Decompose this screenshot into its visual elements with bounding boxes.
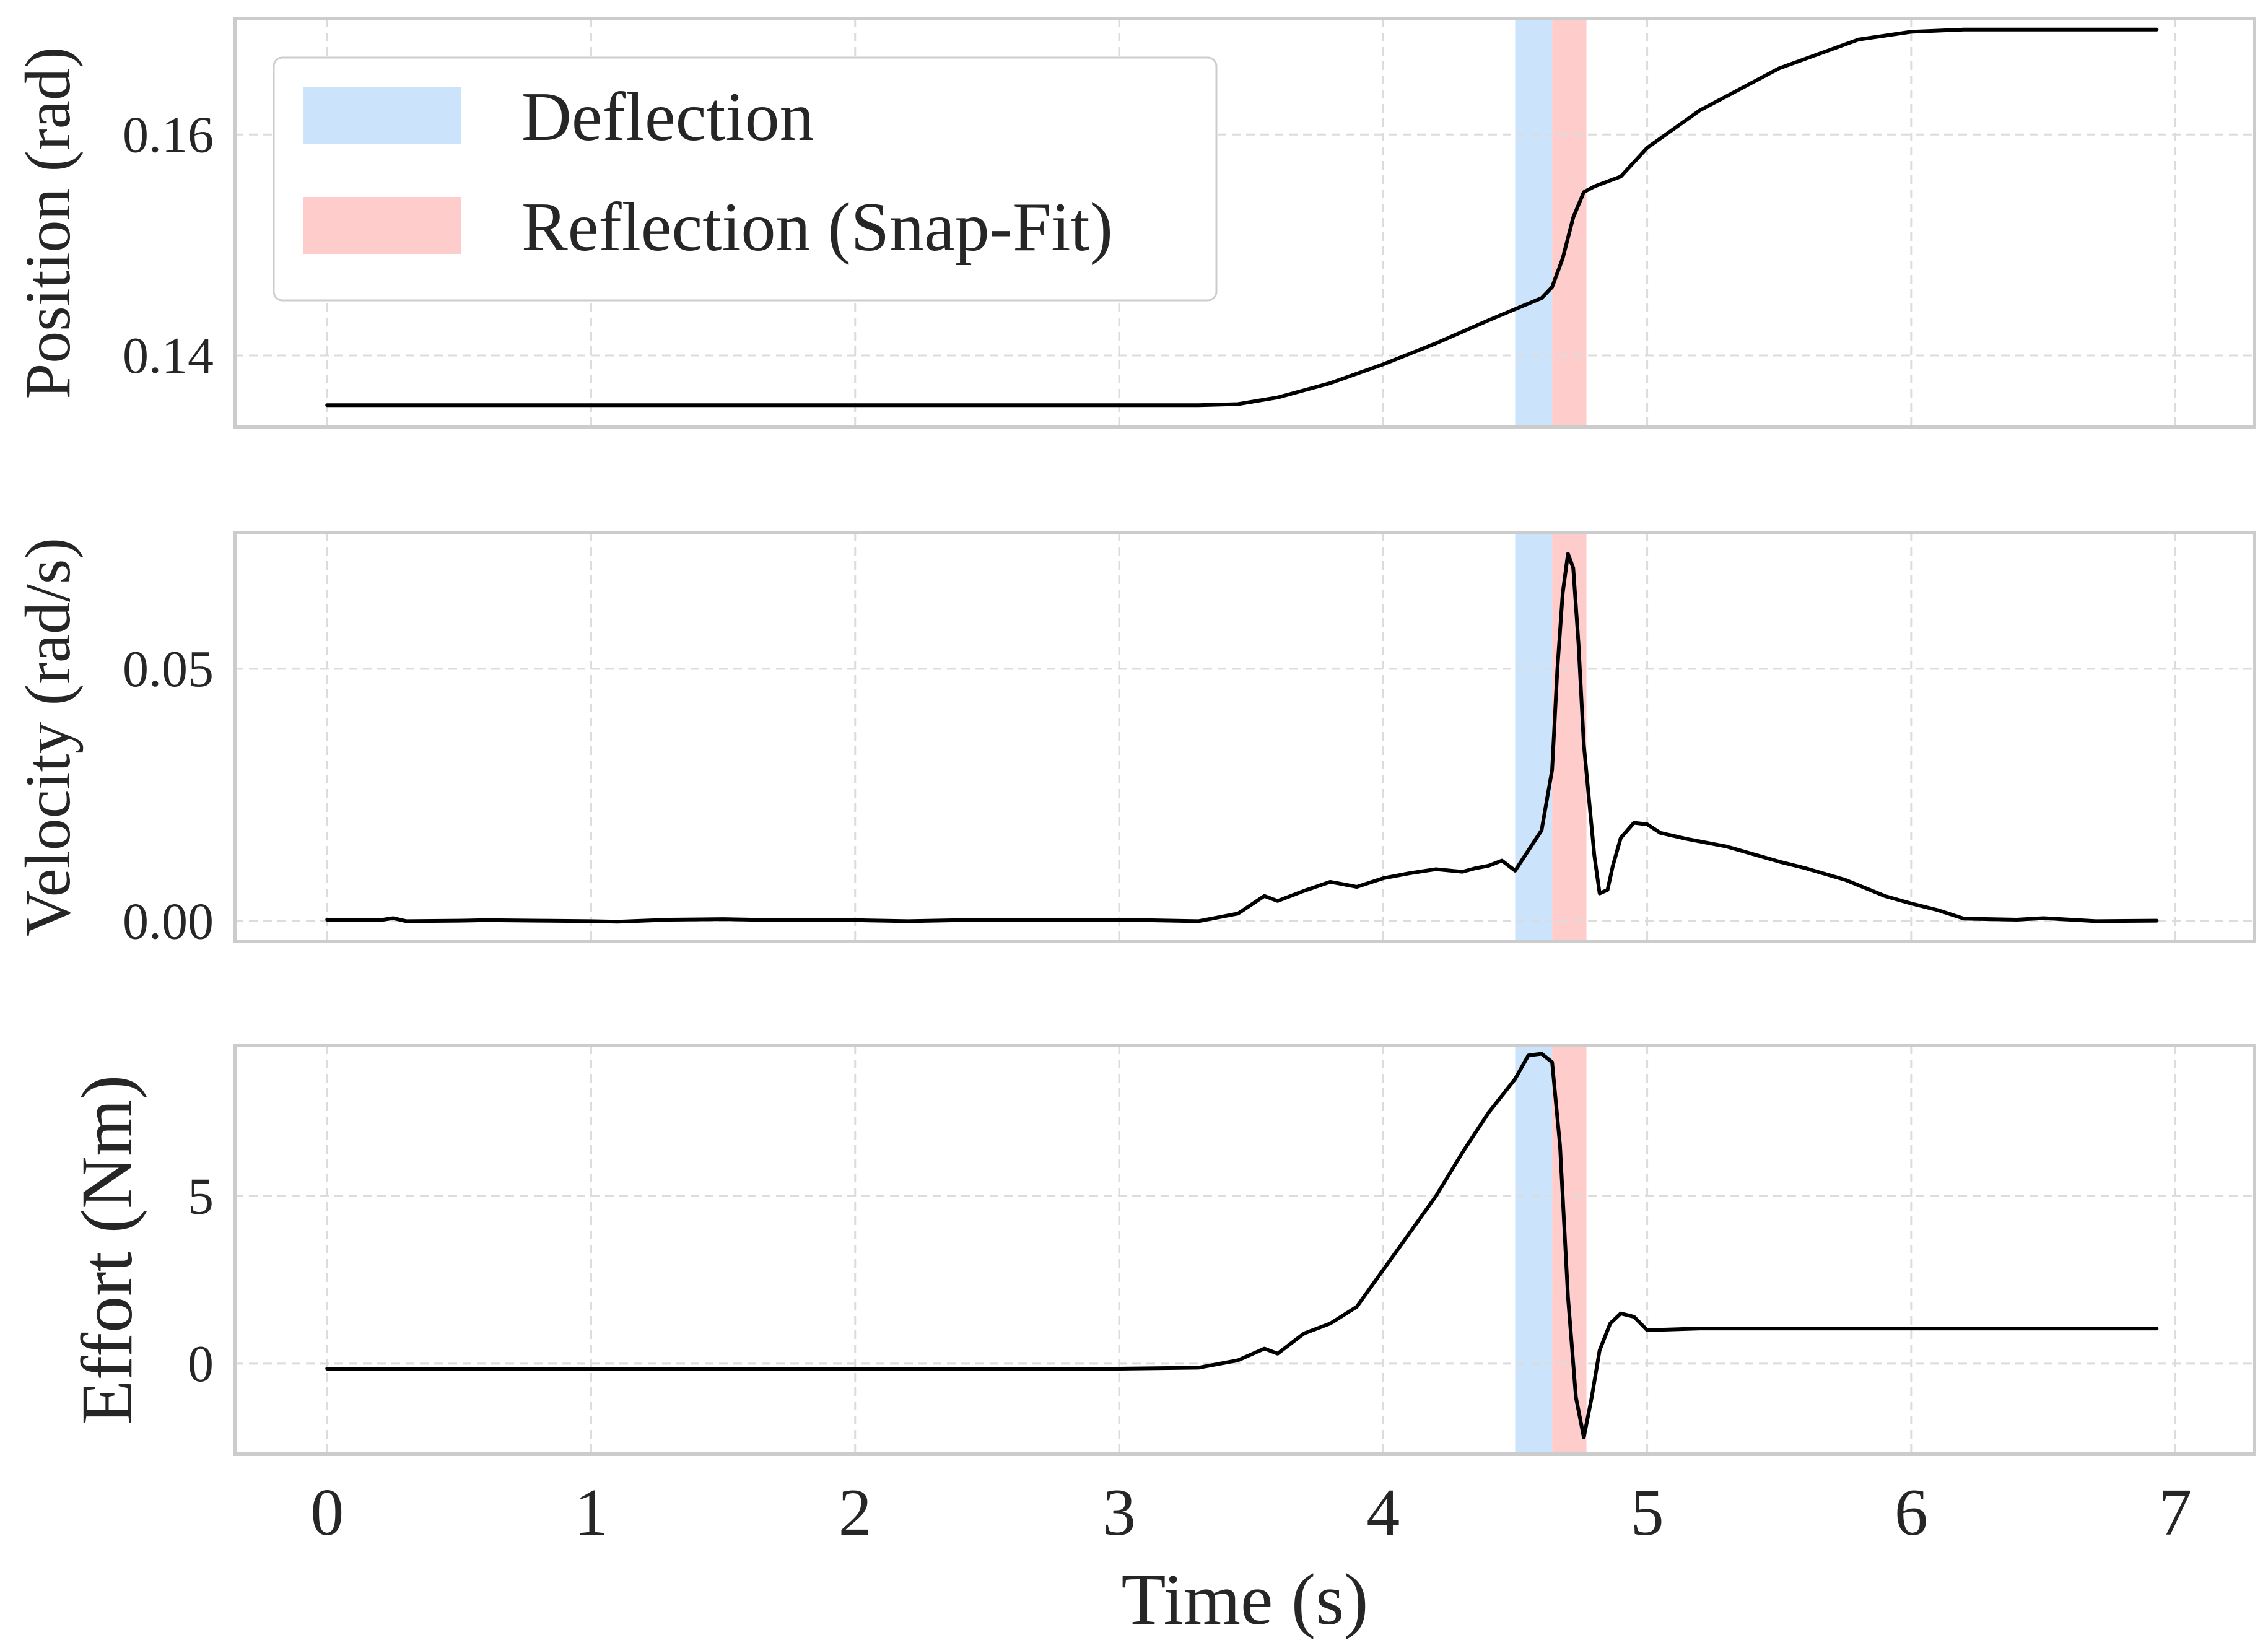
y-tick-label: 0.14 [123, 327, 214, 385]
legend: Deflection Reflection (Snap-Fit) [273, 56, 1218, 302]
y-axis-label: Effort (Nm) [66, 1075, 147, 1425]
x-tick-label: 7 [2158, 1476, 2192, 1550]
shaded-regions [1515, 19, 1587, 427]
y-tick-label: 5 [188, 1167, 214, 1225]
deflection-region [1515, 1045, 1553, 1454]
legend-swatch-reflection [303, 197, 461, 254]
velocity-line [325, 552, 2159, 924]
y-axis-label: Position (rad) [12, 46, 84, 399]
legend-box [273, 56, 1218, 302]
x-tick-label: 1 [574, 1476, 608, 1550]
y-tick-label: 0 [188, 1335, 214, 1393]
x-tick-label: 0 [310, 1476, 344, 1550]
y-tick-labels: 05 [188, 1167, 214, 1392]
shaded-regions [1515, 533, 1587, 941]
legend-swatch-deflection [303, 87, 461, 144]
y-tick-label: 0.05 [123, 640, 214, 698]
x-tick-label: 4 [1366, 1476, 1400, 1550]
panel-frame [233, 531, 2256, 943]
x-tick-label: 6 [1895, 1476, 1928, 1550]
y-tick-label: 0.16 [123, 106, 214, 163]
reflection-region [1552, 19, 1587, 427]
panel-velocity: 0.00 0.05 Velocity (rad/s) [12, 531, 2256, 950]
panel-effort: 05 Effort (Nm) [66, 1044, 2256, 1456]
x-tick-label: 2 [839, 1476, 872, 1550]
x-tick-label: 5 [1631, 1476, 1664, 1550]
effort-line [325, 1052, 2159, 1439]
x-axis-label: Time (s) [1122, 1559, 1369, 1640]
y-tick-label: 0.00 [123, 892, 214, 950]
panel-position: 0.14 0.16 Position (rad) Deflection Refle… [12, 17, 2256, 429]
deflection-region [1515, 533, 1553, 941]
x-tick-label: 3 [1102, 1476, 1136, 1550]
reflection-region [1552, 533, 1587, 941]
grid-lines [235, 533, 2254, 941]
panel-frame [233, 17, 2256, 429]
legend-label-reflection: Reflection (Snap-Fit) [521, 189, 1113, 266]
legend-label-deflection: Deflection [521, 79, 814, 155]
grid-lines [235, 1045, 2254, 1454]
deflection-region [1515, 19, 1553, 427]
x-tick-labels: 0 1 2 3 4 5 6 7 [310, 1476, 2192, 1550]
y-axis-label: Velocity (rad/s) [12, 538, 84, 936]
position-line [325, 27, 2159, 408]
y-tick-labels: 0.00 0.05 [123, 640, 214, 950]
y-tick-labels: 0.14 0.16 [123, 106, 214, 385]
panel-frame [233, 1044, 2256, 1456]
